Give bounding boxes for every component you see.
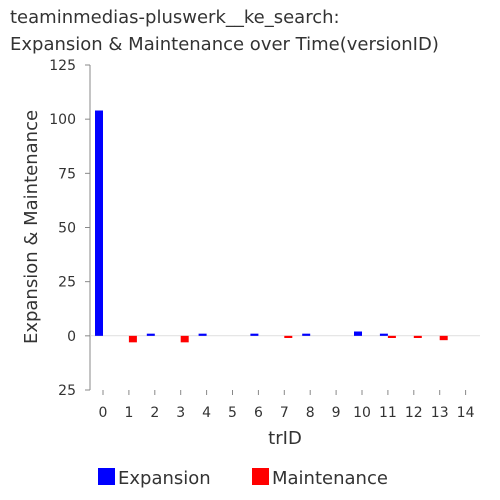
y-tick-label: 0 [67, 329, 76, 345]
bars [95, 110, 448, 343]
x-tick-label: 6 [254, 405, 263, 421]
y-axis: 125 100 75 50 25 0 25 [49, 58, 91, 399]
x-tick-label: 3 [176, 405, 185, 421]
x-tick-label: 13 [431, 405, 449, 421]
x-tick-label: 2 [150, 405, 159, 421]
bar-maintenance-11 [387, 335, 396, 338]
x-tick-label: 1 [124, 405, 133, 421]
bar-expansion-6 [250, 333, 259, 336]
y-tick-label: 50 [58, 221, 76, 237]
x-tick-label: 5 [228, 405, 237, 421]
x-tick-label: 4 [202, 405, 211, 421]
bar-maintenance-13 [439, 335, 448, 341]
bar-expansion-4 [198, 333, 207, 336]
x-tick-label: 10 [353, 405, 371, 421]
legend-label-expansion: Expansion [118, 468, 211, 489]
legend: Expansion Maintenance [98, 468, 388, 489]
x-axis-title: trID [268, 428, 302, 449]
legend-label-maintenance: Maintenance [272, 468, 388, 489]
x-axis: 0 1 2 3 4 5 6 7 8 9 10 11 12 13 14 [90, 335, 480, 421]
y-tick-label: 100 [49, 112, 76, 128]
legend-swatch-expansion [98, 468, 115, 485]
x-tick-label: 9 [332, 405, 341, 421]
x-tick-label: 8 [306, 405, 315, 421]
bar-maintenance-1 [128, 335, 137, 343]
x-tick-label: 0 [99, 405, 108, 421]
legend-swatch-maintenance [252, 468, 269, 485]
bar-expansion-10 [354, 331, 362, 336]
x-tick-label: 12 [405, 405, 423, 421]
y-axis-title: Expansion & Maintenance [21, 110, 42, 344]
y-tick-label: 125 [49, 58, 76, 74]
x-tick-label: 11 [379, 405, 397, 421]
bar-expansion-0 [95, 110, 103, 336]
chart-title-line-1: teaminmedias-pluswerk__ke_search: [10, 7, 340, 28]
bar-maintenance-3 [180, 335, 189, 343]
y-tick-label: 25 [58, 275, 76, 291]
y-tick-label: 25 [58, 383, 76, 399]
chart-title: teaminmedias-pluswerk__ke_search: Expans… [10, 7, 439, 55]
x-tick-label: 14 [457, 405, 475, 421]
bar-expansion-11 [379, 333, 388, 336]
bar-expansion-2 [146, 333, 155, 336]
x-tick-label: 7 [280, 405, 289, 421]
y-tick-label: 75 [58, 166, 76, 182]
bar-expansion-8 [302, 333, 311, 336]
bar-maintenance-12 [413, 335, 422, 338]
chart-title-line-2: Expansion & Maintenance over Time(versio… [10, 34, 439, 55]
bar-maintenance-7 [284, 335, 293, 338]
